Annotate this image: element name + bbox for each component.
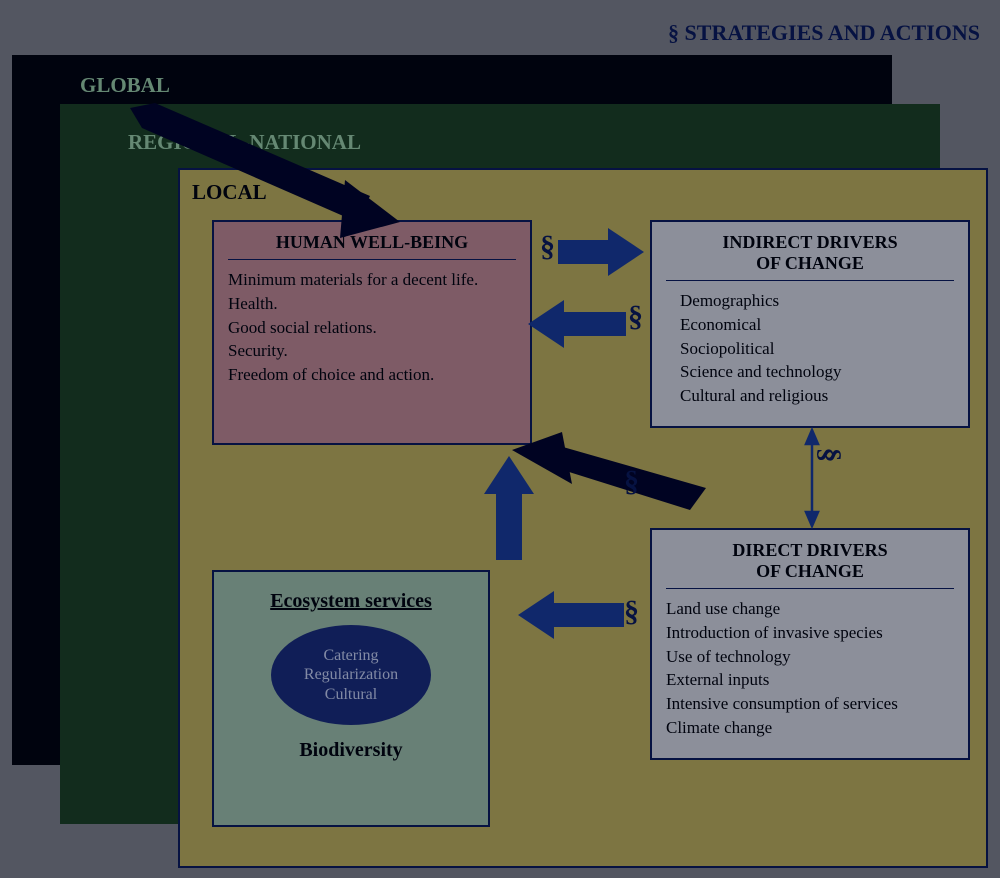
direct-title: DIRECT DRIVERS OF CHANGE [666, 540, 954, 589]
list-item: Good social relations. [228, 316, 516, 340]
wellbeing-list: Minimum materials for a decent life. Hea… [228, 268, 516, 387]
list-item: Use of technology [666, 645, 954, 669]
list-item: Sociopolitical [680, 337, 954, 361]
ecosystem-title: Ecosystem services [228, 590, 474, 613]
oval-item: Catering [323, 646, 378, 665]
box-direct-drivers: DIRECT DRIVERS OF CHANGE Land use change… [650, 528, 970, 760]
direct-list: Land use change Introduction of invasive… [666, 597, 954, 740]
list-item: Demographics [680, 289, 954, 313]
box-ecosystem-services: Ecosystem services Catering Regularizati… [212, 570, 490, 827]
section-symbol-icon: § [813, 448, 847, 463]
ecosystem-oval: Catering Regularization Cultural [271, 625, 431, 725]
indirect-title-l2: OF CHANGE [756, 253, 864, 273]
list-item: Cultural and religious [680, 384, 954, 408]
oval-item: Regularization [304, 665, 398, 684]
page-title: § STRATEGIES AND ACTIONS [668, 20, 980, 46]
indirect-list: Demographics Economical Sociopolitical S… [666, 289, 954, 408]
list-item: Introduction of invasive species [666, 621, 954, 645]
layer-regional-label: REGIONAL-NATIONAL [128, 130, 361, 155]
list-item: Minimum materials for a decent life. [228, 268, 516, 292]
list-item: Intensive consumption of services [666, 692, 954, 716]
list-item: Freedom of choice and action. [228, 363, 516, 387]
section-symbol-icon: § [628, 300, 643, 334]
section-symbol-icon: § [624, 595, 639, 629]
list-item: External inputs [666, 668, 954, 692]
indirect-title-l1: INDIRECT DRIVERS [722, 232, 897, 252]
list-item: Land use change [666, 597, 954, 621]
oval-item: Cultural [325, 685, 377, 704]
list-item: Economical [680, 313, 954, 337]
direct-title-l1: DIRECT DRIVERS [732, 540, 887, 560]
box-human-wellbeing: HUMAN WELL-BEING Minimum materials for a… [212, 220, 532, 445]
list-item: Climate change [666, 716, 954, 740]
list-item: Health. [228, 292, 516, 316]
direct-title-l2: OF CHANGE [756, 561, 864, 581]
layer-local: LOCAL HUMAN WELL-BEING Minimum materials… [178, 168, 988, 868]
list-item: Security. [228, 339, 516, 363]
wellbeing-title: HUMAN WELL-BEING [228, 232, 516, 260]
section-symbol-icon: § [624, 465, 639, 499]
box-indirect-drivers: INDIRECT DRIVERS OF CHANGE Demographics … [650, 220, 970, 428]
layer-global-label: GLOBAL [80, 73, 170, 98]
indirect-title: INDIRECT DRIVERS OF CHANGE [666, 232, 954, 281]
list-item: Science and technology [680, 360, 954, 384]
ecosystem-footer: Biodiversity [228, 739, 474, 762]
layer-local-label: LOCAL [192, 180, 267, 205]
section-symbol-icon: § [540, 230, 555, 264]
